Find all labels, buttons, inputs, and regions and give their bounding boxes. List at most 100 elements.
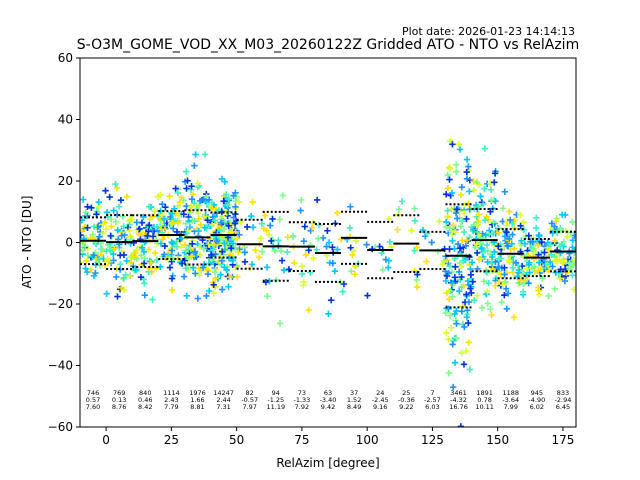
scatter-point-70 — [81, 243, 89, 250]
scatter-point-256 — [175, 212, 183, 219]
bin-mean-label-1: 0.13 — [112, 396, 126, 404]
scatter-point-577 — [225, 195, 233, 203]
scatter-point-1080 — [502, 285, 510, 292]
scatter-point-238 — [159, 201, 166, 208]
scatter-point-285 — [166, 264, 174, 271]
scatter-point-580 — [211, 217, 219, 224]
scatter-point-845 — [443, 272, 451, 280]
scatter-point-995 — [473, 249, 481, 257]
scatter-point-1230 — [551, 237, 558, 245]
scatter-point-409 — [201, 224, 209, 231]
scatter-point-125 — [112, 218, 120, 225]
x-ticks: 0 25 50 75 100 125 150 175 — [102, 427, 574, 447]
scatter-point-956 — [470, 178, 477, 185]
scatter-point-407 — [188, 203, 195, 211]
scatter-point-115 — [126, 227, 133, 234]
scatter-point-1229 — [551, 257, 559, 264]
scatter-point-1067 — [495, 242, 502, 250]
scatter-point-985 — [474, 228, 481, 236]
bin-mean-label-5: 2.44 — [216, 396, 230, 404]
scatter-point-798 — [466, 188, 473, 195]
scatter-point-178 — [141, 292, 149, 299]
scatter-point-1071 — [520, 288, 527, 296]
scatter-point-687 — [363, 241, 370, 248]
scatter-point-745 — [444, 213, 451, 221]
scatter-point-626 — [276, 216, 284, 223]
scatter-point-1086 — [515, 269, 522, 276]
scatter-point-965 — [475, 181, 483, 188]
scatter-point-1149 — [522, 276, 529, 283]
scatter-point-286 — [171, 205, 178, 212]
scatter-point-195 — [144, 232, 151, 240]
scatter-point-482 — [230, 214, 237, 221]
scatter-point-1075 — [501, 188, 509, 195]
scatter-point-1187 — [571, 232, 576, 239]
scatter-point-406 — [183, 230, 190, 237]
scatter-point-340 — [192, 151, 199, 158]
scatter-point-1226 — [552, 218, 560, 225]
scatter-point-655 — [305, 247, 312, 254]
scatter-point-790 — [456, 259, 464, 267]
scatter-point-413 — [182, 220, 190, 227]
scatter-point-631 — [262, 278, 270, 286]
scatter-point-709 — [364, 292, 371, 299]
scatter-point-1032 — [499, 205, 507, 212]
scatter-point-641 — [298, 263, 306, 270]
scatter-point-290 — [162, 203, 169, 211]
scatter-point-135 — [110, 207, 117, 214]
scatter-point-855 — [459, 218, 466, 225]
x-axis-label: RelAzim [degree] — [276, 456, 379, 470]
bin-std-label-16: 7.99 — [503, 403, 517, 411]
scatter-point-1223 — [558, 257, 566, 265]
scatter-point-1090 — [507, 216, 514, 224]
scatter-point-714 — [394, 226, 401, 233]
scatter-point-875 — [460, 282, 467, 289]
scatter-point-680 — [329, 260, 336, 267]
scatter-point-667 — [327, 296, 335, 304]
scatter-point-620 — [271, 247, 279, 254]
scatter-point-634 — [267, 222, 274, 229]
scatter-point-372 — [200, 213, 207, 221]
bin-std-label-7: 11.19 — [266, 403, 285, 411]
scatter-point-118 — [118, 284, 125, 292]
scatter-point-38 — [90, 252, 98, 259]
scatter-point-678 — [313, 246, 320, 253]
scatter-point-1057 — [495, 278, 503, 285]
scatter-point-1146 — [545, 292, 552, 300]
scatter-point-1189 — [569, 218, 576, 226]
scatter-point-779 — [456, 287, 463, 295]
scatter-point-830 — [465, 163, 472, 170]
scatter-point-878 — [462, 242, 469, 250]
scatter-point-1087 — [504, 290, 512, 297]
scatter-point-951 — [483, 241, 491, 249]
scatter-point-48 — [82, 265, 89, 272]
bin-mean-label-18: -2.94 — [555, 396, 572, 404]
scatter-point-383 — [204, 270, 212, 278]
scatter-point-63 — [80, 227, 86, 234]
scatter-point-675 — [334, 246, 341, 253]
scatter-point-973 — [491, 179, 498, 186]
scatter-point-1053 — [503, 305, 511, 313]
scatter-point-739 — [466, 366, 473, 373]
bin-count-label-4: 1976 — [189, 389, 206, 397]
x-tick-label-5: 125 — [421, 433, 444, 447]
scatter-point-1046 — [517, 211, 524, 219]
bin-std-label-5: 7.31 — [216, 403, 230, 411]
scatter-point-398 — [182, 265, 190, 272]
scatter-point-1028 — [509, 220, 516, 227]
scatter-point-215 — [132, 253, 139, 260]
scatter-point-865 — [463, 156, 471, 163]
scatter-point-1240 — [549, 230, 556, 237]
scatter-point-863 — [449, 279, 456, 287]
scatter-point-373 — [189, 191, 197, 198]
scatter-point-624 — [275, 237, 282, 244]
bin-std-label-0: 7.60 — [86, 403, 100, 411]
scatter-point-175 — [149, 226, 156, 233]
scatter-point-131 — [114, 293, 121, 300]
scatter-point-294 — [166, 193, 173, 200]
scatter-point-126 — [123, 257, 130, 265]
scatter-point-706 — [386, 238, 394, 246]
scatter-point-682 — [315, 235, 322, 242]
scatter-point-749 — [443, 329, 450, 336]
y-ticks: −60 −40 −20 0 20 40 60 — [48, 51, 80, 434]
